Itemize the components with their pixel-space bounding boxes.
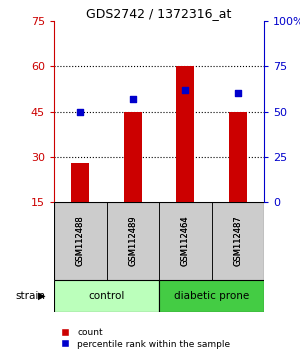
Legend: count, percentile rank within the sample: count, percentile rank within the sample (56, 327, 231, 349)
Text: GSM112464: GSM112464 (181, 215, 190, 266)
Title: GDS2742 / 1372316_at: GDS2742 / 1372316_at (86, 7, 232, 20)
Text: GSM112488: GSM112488 (76, 215, 85, 266)
Text: GSM112489: GSM112489 (128, 215, 137, 266)
Text: GSM112464: GSM112464 (181, 215, 190, 266)
Text: GSM112489: GSM112489 (128, 215, 137, 266)
Bar (229, 112, 247, 202)
Text: ▶: ▶ (38, 291, 45, 301)
Bar (124, 112, 142, 202)
Text: diabetic prone: diabetic prone (174, 291, 249, 301)
Bar (159, 280, 264, 312)
Bar (54, 280, 159, 312)
Point (236, 91, 240, 96)
Text: control: control (88, 291, 125, 301)
Bar (71, 163, 89, 202)
Text: GSM112488: GSM112488 (76, 215, 85, 266)
Text: GSM112487: GSM112487 (233, 215, 242, 266)
Point (130, 96, 135, 102)
Text: GSM112487: GSM112487 (233, 215, 242, 266)
Bar (176, 67, 194, 202)
Point (78, 109, 83, 114)
Point (183, 87, 188, 93)
Text: strain: strain (15, 291, 45, 301)
